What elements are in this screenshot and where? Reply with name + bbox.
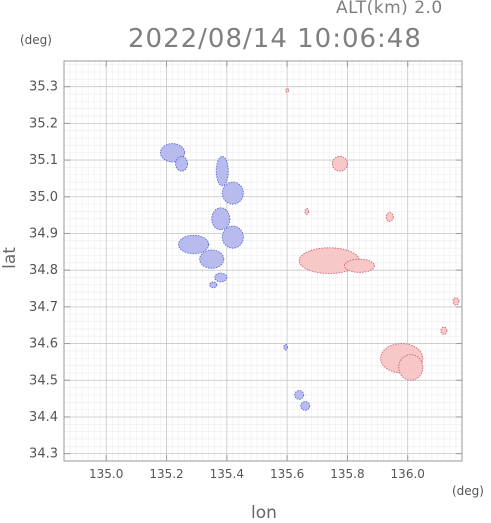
x-tick-label: 135.0: [89, 467, 123, 481]
echo-toward: [221, 225, 244, 249]
echo-toward: [215, 155, 229, 187]
x-tick-label: 135.2: [149, 467, 183, 481]
echo-toward: [199, 249, 225, 269]
echo-away: [304, 208, 309, 215]
y-tick-label: 35.0: [29, 190, 58, 205]
grid-layer: [64, 61, 462, 462]
echo-toward: [300, 401, 311, 411]
echo-away: [343, 258, 376, 273]
echo-toward: [214, 272, 228, 283]
y-tick-label: 35.3: [29, 80, 58, 95]
echo-layer: [160, 88, 460, 411]
y-tick-label: 34.9: [29, 226, 58, 241]
x-axis-unit: (deg): [452, 484, 484, 498]
x-axis-label: lon: [251, 503, 277, 523]
echo-away: [398, 354, 424, 381]
y-tick-label: 34.6: [29, 337, 58, 352]
y-tick-label: 34.7: [29, 300, 58, 315]
tick-labels: 135.0 135.2 135.4 135.6 135.8 136.0 34.3 34.4 34…: [29, 80, 425, 481]
x-tick-label: 136.0: [391, 467, 425, 481]
y-tick-label: 35.2: [29, 116, 58, 131]
y-tick-label: 35.1: [29, 153, 58, 168]
x-tick-label: 135.8: [330, 467, 364, 481]
echo-away: [285, 88, 290, 93]
echo-toward: [178, 234, 210, 255]
echo-toward: [294, 390, 305, 400]
echo-away: [385, 212, 394, 222]
x-tick-label: 135.4: [210, 467, 244, 481]
altitude-label: ALT(km) 2.0: [336, 0, 443, 18]
y-tick-label: 34.5: [29, 373, 58, 388]
echo-toward: [209, 281, 218, 289]
echo-toward: [221, 181, 244, 205]
y-tick-label: 34.4: [29, 410, 58, 425]
y-tick-label: 34.8: [29, 263, 58, 278]
axes-frame: [63, 60, 463, 462]
echo-toward: [175, 155, 189, 172]
echo-toward: [283, 343, 288, 351]
y-tick-label: 34.3: [29, 447, 58, 462]
echo-away: [440, 326, 448, 335]
x-tick-label: 135.6: [270, 467, 304, 481]
echo-away: [331, 155, 348, 172]
echo-away: [452, 297, 460, 306]
y-axis-unit: (deg): [20, 33, 52, 47]
plot-frame: [63, 60, 463, 462]
timestamp-title: 2022/08/14 10:06:48: [128, 24, 422, 54]
echo-toward: [211, 207, 231, 231]
